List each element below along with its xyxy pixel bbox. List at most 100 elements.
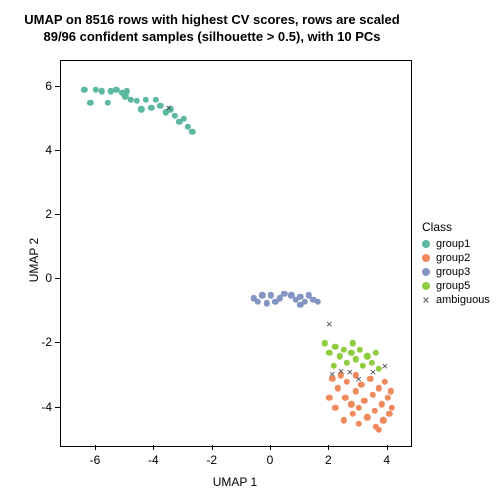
- data-point: [364, 353, 370, 359]
- data-point: ×: [338, 365, 345, 376]
- data-point: [281, 290, 287, 296]
- data-point: [355, 404, 361, 410]
- y-tick-mark: [55, 407, 60, 408]
- data-point: [348, 401, 354, 407]
- x-tick-mark: [328, 445, 329, 450]
- x-tick-label: 0: [267, 453, 274, 467]
- data-point: [297, 302, 303, 308]
- data-point: [153, 96, 159, 102]
- y-tick-mark: [55, 342, 60, 343]
- data-point: [348, 350, 354, 356]
- legend-marker-circle: [422, 282, 430, 290]
- x-tick-label: -6: [90, 453, 101, 467]
- data-point: [134, 98, 140, 104]
- legend-item: group2: [422, 252, 490, 264]
- data-point: [371, 408, 377, 414]
- data-point: [352, 388, 358, 394]
- title-line-2: 89/96 confident samples (silhouette > 0.…: [0, 29, 424, 46]
- data-point: [314, 298, 320, 304]
- y-tick-label: -4: [32, 400, 52, 414]
- data-point: [326, 350, 332, 356]
- data-point: [332, 343, 338, 349]
- data-point: [341, 417, 347, 423]
- data-point: [349, 340, 355, 346]
- data-point: [180, 116, 186, 122]
- y-tick-mark: [55, 150, 60, 151]
- data-point: [335, 385, 341, 391]
- data-point: [322, 340, 328, 346]
- x-tick-mark: [95, 445, 96, 450]
- legend-marker-cross: ×: [422, 296, 430, 304]
- plot-area: ××××××××: [60, 60, 412, 447]
- y-tick-label: 2: [32, 207, 52, 221]
- data-point: [332, 404, 338, 410]
- data-point: [142, 96, 148, 102]
- data-point: [99, 88, 105, 94]
- data-point: [380, 417, 386, 423]
- x-tick-mark: [387, 445, 388, 450]
- umap-scatter-chart: UMAP on 8516 rows with highest CV scores…: [0, 0, 504, 504]
- y-tick-mark: [55, 278, 60, 279]
- data-point: [255, 298, 261, 304]
- y-tick-mark: [55, 86, 60, 87]
- x-tick-label: -2: [206, 453, 217, 467]
- legend-item: × ambiguous: [422, 294, 490, 306]
- legend: Class group1group2group3group5×ambiguous: [422, 220, 490, 308]
- data-point: [361, 398, 367, 404]
- legend-marker-circle: [422, 240, 430, 248]
- legend-label: group1: [436, 238, 470, 250]
- y-tick-label: 4: [32, 143, 52, 157]
- data-point: [389, 404, 395, 410]
- data-point: [326, 395, 332, 401]
- legend-title: Class: [422, 220, 490, 234]
- data-point: [352, 356, 358, 362]
- data-point: [370, 391, 376, 397]
- y-tick-label: 6: [32, 79, 52, 93]
- data-point: [263, 300, 269, 306]
- data-point: ×: [370, 367, 377, 378]
- legend-item: group3: [422, 266, 490, 278]
- legend-label: group2: [436, 252, 470, 264]
- data-point: ×: [355, 373, 362, 384]
- data-point: ×: [381, 360, 388, 371]
- data-point: [349, 411, 355, 417]
- data-point: [386, 411, 392, 417]
- data-point: [382, 379, 388, 385]
- data-point: [384, 395, 390, 401]
- chart-title: UMAP on 8516 rows with highest CV scores…: [0, 12, 424, 46]
- x-tick-mark: [153, 445, 154, 450]
- y-tick-label: -2: [32, 335, 52, 349]
- data-point: [360, 363, 366, 369]
- data-point: [81, 87, 87, 93]
- data-point: ×: [346, 367, 353, 378]
- data-point: [376, 385, 382, 391]
- data-point: [172, 112, 178, 118]
- x-axis-label: UMAP 1: [60, 475, 410, 489]
- legend-item: group1: [422, 238, 490, 250]
- legend-marker-circle: [422, 254, 430, 262]
- data-point: [341, 347, 347, 353]
- data-point: [373, 350, 379, 356]
- data-point: [148, 104, 154, 110]
- x-tick-label: -4: [148, 453, 159, 467]
- y-tick-mark: [55, 214, 60, 215]
- data-point: [104, 100, 110, 106]
- data-point: [364, 414, 370, 420]
- legend-label: group3: [436, 266, 470, 278]
- data-point: [87, 100, 93, 106]
- data-point: [376, 427, 382, 433]
- data-point: [268, 292, 274, 298]
- legend-label: ambiguous: [436, 294, 490, 306]
- data-point: ×: [166, 102, 173, 113]
- data-point: [157, 103, 163, 109]
- x-tick-label: 4: [383, 453, 390, 467]
- data-point: [342, 395, 348, 401]
- data-point: [189, 128, 195, 134]
- data-point: [259, 292, 265, 298]
- x-tick-mark: [270, 445, 271, 450]
- legend-marker-circle: [422, 268, 430, 276]
- data-point: [379, 401, 385, 407]
- data-point: [357, 347, 363, 353]
- x-tick-label: 2: [325, 453, 332, 467]
- data-point: [138, 106, 144, 112]
